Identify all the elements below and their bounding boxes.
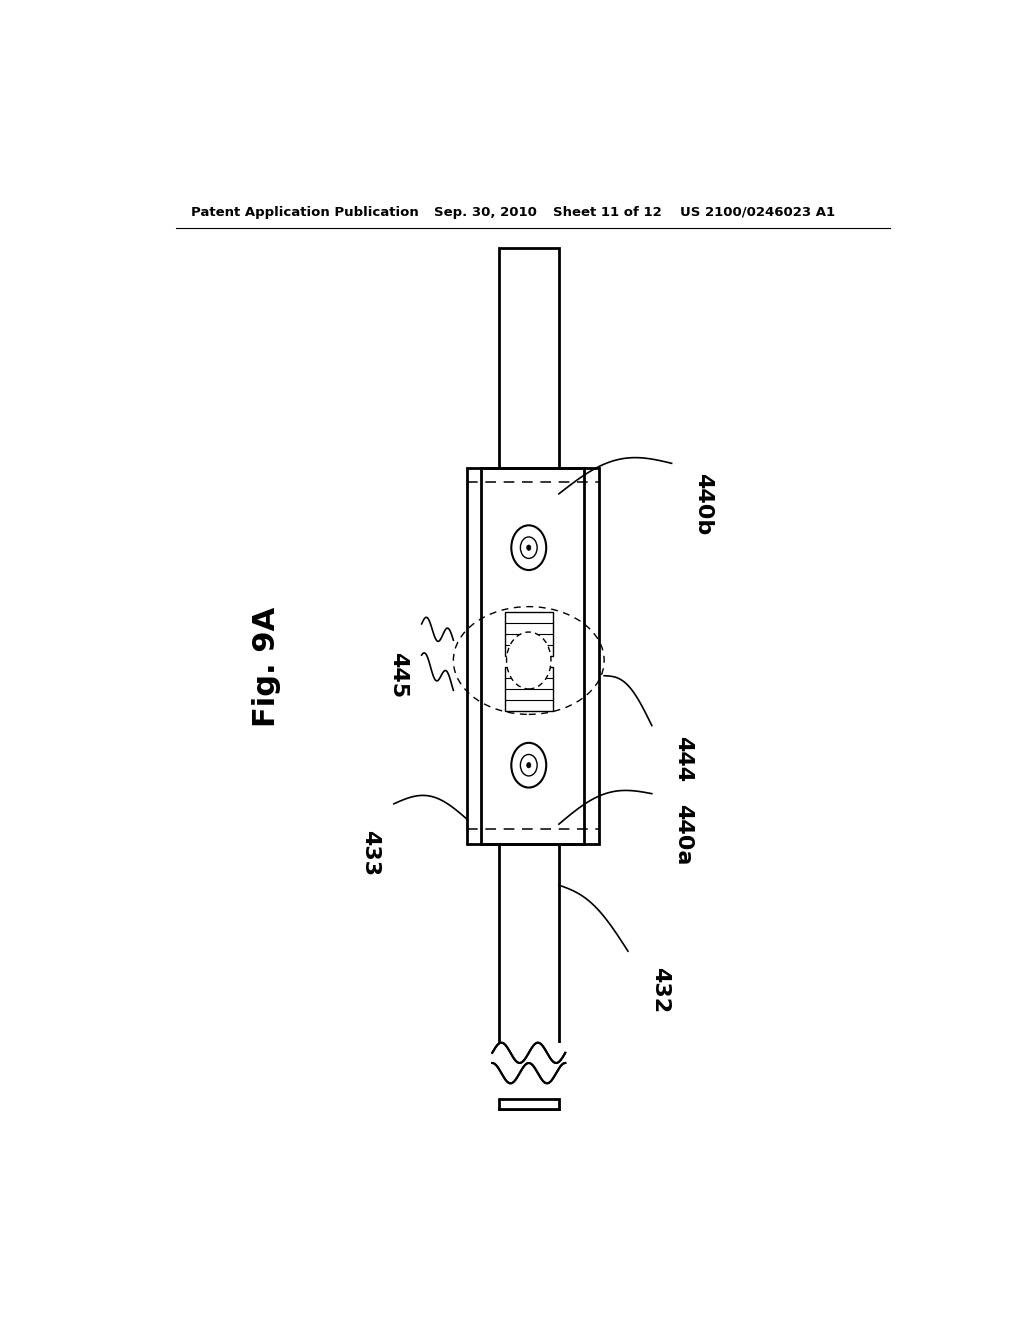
- Text: Fig. 9A: Fig. 9A: [252, 606, 282, 727]
- Circle shape: [507, 632, 551, 689]
- Bar: [481, 469, 585, 845]
- Bar: [505, 611, 553, 656]
- Text: 444: 444: [674, 737, 693, 783]
- Circle shape: [526, 763, 530, 768]
- Text: US 2100/0246023 A1: US 2100/0246023 A1: [680, 206, 835, 219]
- Bar: [505, 667, 553, 711]
- Bar: [493, 1053, 565, 1072]
- Text: 433: 433: [360, 829, 380, 875]
- Text: 445: 445: [388, 652, 408, 698]
- Circle shape: [511, 743, 546, 788]
- Bar: [499, 1098, 559, 1109]
- Circle shape: [520, 537, 538, 558]
- Circle shape: [526, 545, 530, 550]
- Bar: [467, 469, 599, 845]
- Bar: [499, 248, 559, 1109]
- Text: Sheet 11 of 12: Sheet 11 of 12: [553, 206, 662, 219]
- Text: 440a: 440a: [674, 804, 693, 865]
- Text: 440b: 440b: [693, 473, 714, 535]
- Text: 432: 432: [649, 966, 670, 1012]
- Circle shape: [520, 755, 538, 776]
- Bar: [490, 1043, 567, 1109]
- Circle shape: [511, 525, 546, 570]
- Text: Patent Application Publication: Patent Application Publication: [191, 206, 419, 219]
- Text: Sep. 30, 2010: Sep. 30, 2010: [433, 206, 537, 219]
